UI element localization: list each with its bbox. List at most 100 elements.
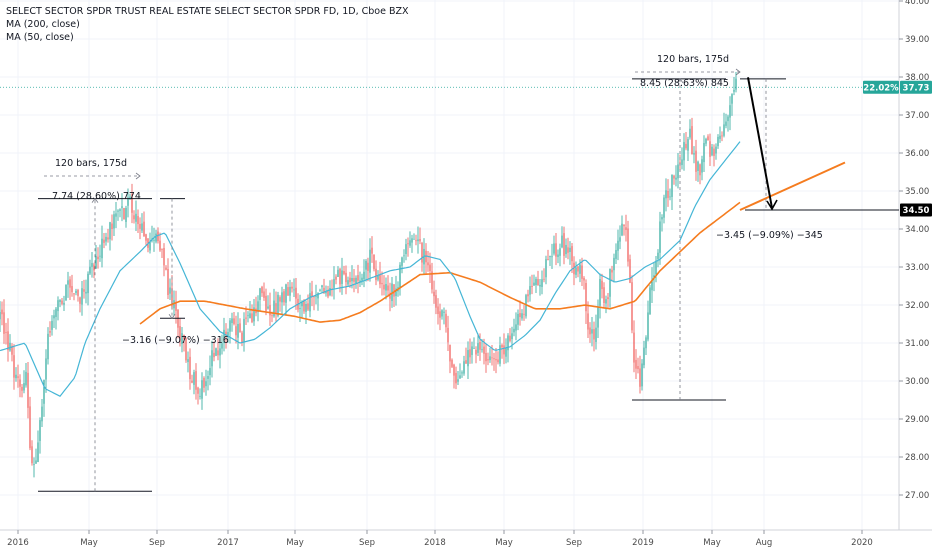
candle-body xyxy=(483,346,485,354)
candle-body xyxy=(399,264,401,288)
ma200-legend[interactable]: MA (200, close) xyxy=(6,19,80,30)
ma50-legend[interactable]: MA (50, close) xyxy=(6,32,74,43)
candle-body xyxy=(71,286,73,293)
percent-change-tag xyxy=(863,80,899,94)
candle-body xyxy=(283,291,285,303)
candle-body xyxy=(725,121,727,126)
candle-body xyxy=(281,292,283,303)
drawing-tools[interactable]: 120 bars, 175d 7.74 (28.60%) 774 −3.16 (−9… xyxy=(38,54,899,492)
candle-body xyxy=(693,153,695,155)
measure-3-arrow xyxy=(676,78,684,84)
candle-body xyxy=(53,315,55,319)
candle-body xyxy=(699,164,701,176)
time-axis[interactable]: 2016 May Sep 2017 May Sep 2018 May Sep 2019 May Aug… xyxy=(7,530,873,548)
candle-body xyxy=(345,272,347,283)
candle-body xyxy=(513,328,515,333)
candle-body xyxy=(489,356,491,361)
candle-body xyxy=(383,284,385,290)
candle-body xyxy=(219,348,221,356)
candle-body xyxy=(247,315,249,317)
y-tick-label: 36.00 xyxy=(905,149,929,159)
candle-body xyxy=(211,350,213,367)
candle-body xyxy=(593,329,595,340)
candle-body xyxy=(157,231,159,242)
candle-body xyxy=(67,280,69,285)
candle-body xyxy=(131,194,133,213)
candle-body xyxy=(285,284,287,303)
candle-body xyxy=(625,227,627,230)
candle-body xyxy=(535,278,537,286)
candle-body xyxy=(545,259,547,278)
candle-body xyxy=(5,332,7,333)
x-tick-label: Sep xyxy=(359,538,375,548)
candle-body xyxy=(261,286,263,294)
candle-body xyxy=(73,293,75,295)
candle-body xyxy=(467,350,469,367)
x-tick-label: Aug xyxy=(756,538,773,548)
candle-body xyxy=(627,228,629,262)
candle-body xyxy=(357,275,359,281)
candle-body xyxy=(599,278,601,306)
candle-body xyxy=(581,265,583,279)
candle-body xyxy=(407,243,409,245)
candle-body xyxy=(457,379,459,382)
candle-body xyxy=(97,256,99,260)
candle-body xyxy=(139,223,141,229)
candle-body xyxy=(13,355,15,378)
y-tick-label: 40.00 xyxy=(905,0,929,7)
candle-body xyxy=(99,255,101,257)
candle-body xyxy=(65,284,67,301)
candle-body xyxy=(25,371,27,386)
symbol-title[interactable]: SELECT SECTOR SPDR TRUST REAL ESTATE SEL… xyxy=(6,6,409,17)
candle-body xyxy=(555,243,557,257)
candle-body xyxy=(509,335,511,341)
candle-body xyxy=(539,284,541,287)
candle-body xyxy=(505,347,507,357)
candle-body xyxy=(491,357,493,359)
candle-body xyxy=(553,243,555,254)
candle-body xyxy=(685,143,687,149)
candle-body xyxy=(51,320,53,330)
candle-body xyxy=(187,359,189,363)
candle-body xyxy=(371,247,373,254)
candle-body xyxy=(529,286,531,295)
candle-body xyxy=(721,135,723,137)
candle-body xyxy=(447,327,449,343)
candle-body xyxy=(671,174,673,197)
candle-body xyxy=(233,318,235,324)
candle-body xyxy=(413,238,415,240)
percent-change-tag-text: 22.02% xyxy=(863,83,899,93)
candle-body xyxy=(567,247,569,253)
x-tick-label: 2017 xyxy=(217,538,239,548)
y-tick-label: 28.00 xyxy=(905,453,929,463)
candle-body xyxy=(421,243,423,263)
candle-body xyxy=(617,240,619,251)
candle-body xyxy=(425,250,427,263)
candle-body xyxy=(623,224,625,227)
candle-body xyxy=(427,262,429,266)
candle-body xyxy=(267,306,269,309)
candle-body xyxy=(231,318,233,324)
y-tick-label: 39.00 xyxy=(905,35,929,45)
candle-body xyxy=(223,329,225,343)
candle-body xyxy=(35,460,37,464)
candle-body xyxy=(709,141,711,157)
candle-body xyxy=(449,344,451,362)
candle-body xyxy=(289,286,291,296)
candle-body xyxy=(487,359,489,361)
candle-body xyxy=(125,207,127,222)
candle-body xyxy=(23,383,25,391)
candle-body xyxy=(205,381,207,387)
candle-body xyxy=(93,264,95,271)
candle-body xyxy=(659,221,661,253)
ma50-line xyxy=(0,141,741,397)
candle-body xyxy=(719,135,721,139)
candle-body xyxy=(403,255,405,257)
candle-body xyxy=(29,406,31,449)
x-tick-label: May xyxy=(286,538,304,548)
x-tick-label: 2020 xyxy=(851,538,873,548)
candle-body xyxy=(445,313,447,328)
price-axis[interactable]: 27.00 28.00 29.00 30.00 31.00 32.00 33.00 34.00… xyxy=(899,0,929,501)
candle-body xyxy=(199,395,201,397)
